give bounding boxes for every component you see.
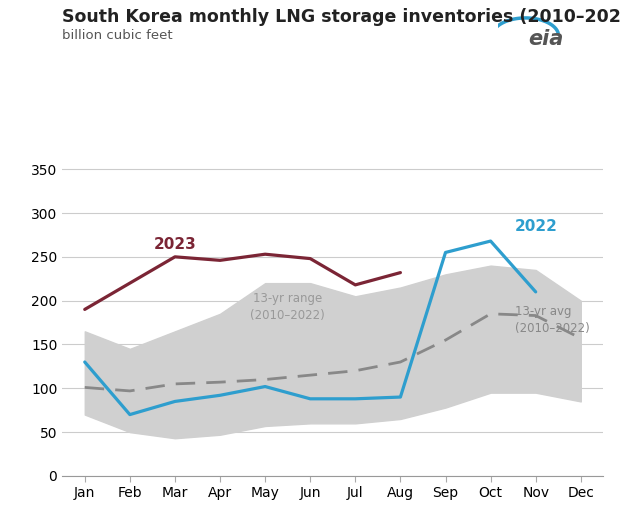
Text: South Korea monthly LNG storage inventories (2010–2023): South Korea monthly LNG storage inventor…	[62, 8, 622, 26]
Text: 13-yr avg
(2010–2022): 13-yr avg (2010–2022)	[516, 305, 590, 335]
Text: billion cubic feet: billion cubic feet	[62, 29, 173, 42]
Text: eia: eia	[528, 29, 563, 49]
Text: 2023: 2023	[154, 236, 197, 252]
Text: 13-yr range
(2010–2022): 13-yr range (2010–2022)	[250, 292, 325, 322]
Text: 2022: 2022	[514, 219, 557, 234]
